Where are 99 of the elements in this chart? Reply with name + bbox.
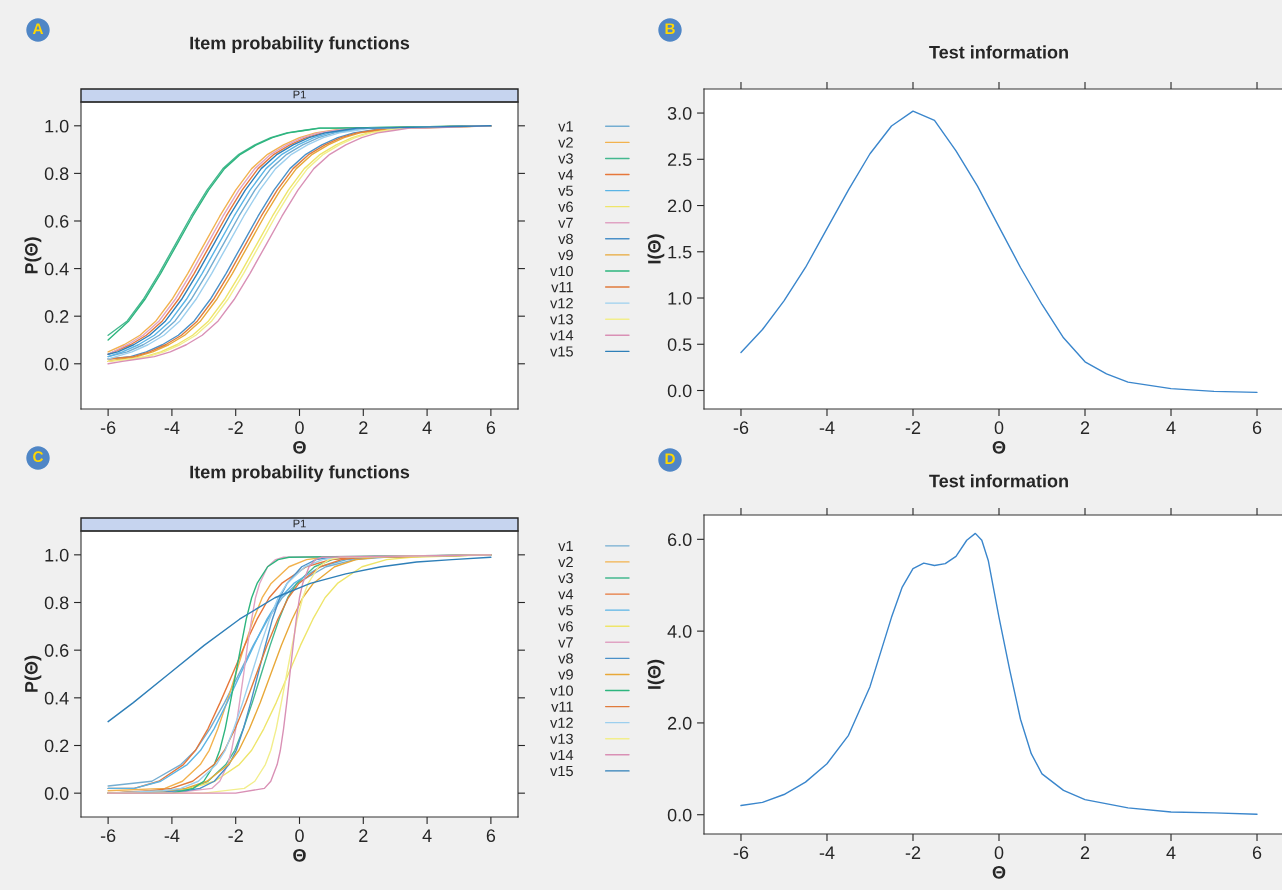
x-tick-label: 0 [295,829,304,843]
y-axis-title: P(Θ) [24,655,42,692]
legend-label: v15 [550,346,573,357]
x-tick-label: 2 [1080,846,1090,859]
chart-title: Test information [929,45,1068,59]
x-tick-label: -4 [164,421,180,434]
y-tick-label: 1.0 [45,119,69,133]
legend-label: v4 [558,589,574,600]
x-tick-label: 0 [994,421,1004,435]
legend-label: v10 [550,265,573,277]
legend-label: v14 [550,330,574,341]
x-tick-label: -6 [733,421,749,435]
y-tick-label: 2.0 [668,716,692,730]
legend-label: v9 [558,249,573,261]
legend-label: v15 [550,765,573,777]
x-tick-label: 4 [1166,421,1176,434]
y-tick-label: 0.0 [667,384,692,398]
legend-label: v11 [551,282,573,293]
x-tick-label: -2 [228,829,243,842]
legend-label: v2 [558,556,573,568]
legend-label: v1 [558,121,573,132]
x-tick-label: 6 [1252,846,1262,860]
y-tick-label: 0.2 [44,739,69,753]
y-tick-label: 0.0 [667,808,692,822]
x-axis-title: Θ [293,440,306,454]
y-tick-label: 0.4 [44,262,69,276]
y-tick-label: 0.8 [44,167,69,181]
x-tick-label: 6 [486,421,496,435]
text: A [32,23,44,34]
legend-label: v4 [558,169,574,180]
x-tick-label: 2 [1080,421,1090,434]
legend-label: v14 [550,749,574,760]
x-tick-label: 6 [486,829,496,843]
chart-title: Item probability functions [190,36,410,53]
x-tick-label: -2 [905,421,921,434]
legend-label: v9 [558,669,573,680]
y-tick-label: 0.6 [44,644,69,657]
x-tick-label: -4 [819,421,835,434]
y-tick-label: 2.0 [668,199,692,213]
y-tick-label: 0.0 [44,357,69,371]
x-axis-title: Θ [992,865,1006,879]
legend-label: v7 [558,217,573,228]
legend-label: v7 [558,637,573,648]
x-tick-label: 0 [295,421,304,435]
y-tick-label: 2.5 [668,153,692,167]
legend-label: v13 [550,733,573,744]
x-tick-label: 0 [994,846,1004,860]
legend-label: v6 [558,621,573,632]
legend-label: v6 [558,201,573,212]
legend-label: v8 [558,653,573,664]
x-tick-label: 4 [1166,846,1176,859]
y-tick-label: 1.5 [668,245,692,259]
x-tick-label: -2 [228,421,243,434]
y-tick-label: 3.0 [667,106,692,120]
text: D [665,453,675,464]
x-tick-label: 4 [422,421,432,434]
x-tick-label: -6 [100,829,116,843]
chart-title: Test information [929,474,1068,488]
text: C [33,451,44,463]
y-axis-title: I(Θ) [647,234,665,264]
x-tick-label: -4 [164,829,180,842]
y-tick-label: 0.8 [44,596,69,610]
y-tick-label: 0.4 [44,691,69,705]
legend-label: v5 [558,605,573,616]
legend-label: v2 [558,137,573,148]
y-axis-title: I(Θ) [647,659,665,689]
x-tick-label: -6 [733,846,749,860]
legend-label: v13 [550,314,573,325]
x-tick-label: -2 [905,846,921,859]
legend-label: v8 [558,233,573,245]
x-axis-title: Θ [293,848,306,862]
text: B [665,23,675,34]
legend-label: v3 [558,572,573,584]
x-tick-label: 6 [1252,421,1262,435]
text: P1 [293,519,306,528]
y-tick-label: 1.0 [45,548,69,562]
chart-title: Item probability functions [190,465,410,482]
x-tick-label: -4 [819,846,835,859]
legend-label: v11 [551,701,573,712]
x-axis-title: Θ [992,440,1006,454]
legend-label: v5 [558,185,573,196]
x-tick-label: 4 [422,829,432,842]
x-tick-label: 2 [359,829,368,842]
x-tick-label: -6 [100,421,116,435]
legend-label: v10 [550,685,573,696]
legend-label: v12 [550,717,573,728]
y-tick-label: 4.0 [667,625,692,638]
legend-label: v12 [550,298,573,309]
legend-label: v3 [558,153,573,164]
y-tick-label: 0.6 [44,214,69,228]
y-tick-label: 0.2 [44,310,69,323]
text: P1 [293,90,306,99]
y-tick-label: 0.5 [667,338,692,351]
legend-label: v1 [558,540,573,551]
y-tick-label: 1.0 [668,291,692,305]
y-tick-label: 6.0 [668,533,692,547]
y-tick-label: 0.0 [44,787,69,800]
y-axis-title: P(Θ) [24,237,42,274]
x-tick-label: 2 [359,421,368,434]
